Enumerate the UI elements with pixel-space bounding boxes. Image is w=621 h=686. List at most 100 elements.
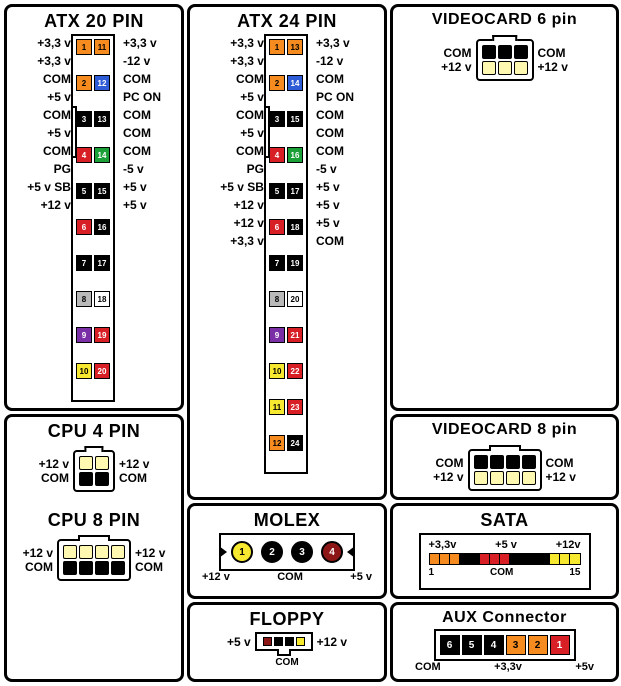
pin-label: +5 v (308, 178, 354, 196)
pin (474, 471, 488, 485)
pin (522, 471, 536, 485)
cpu8-lbl-tl: +12 v (23, 546, 53, 560)
pin: 13 (94, 111, 110, 127)
aux-panel: AUX Connector 654321 +5v +3,3v COM (390, 602, 619, 682)
pin: 2 (269, 75, 285, 91)
pin: 3 (291, 541, 313, 563)
pin (514, 45, 528, 59)
pin (460, 554, 470, 564)
pin: 3 (506, 635, 526, 655)
aux-lbl-1: +3,3v (494, 661, 522, 673)
pin: 17 (287, 183, 303, 199)
pin: 3 (76, 111, 92, 127)
pin-label: COM (27, 70, 71, 88)
cpu8-title: CPU 8 PIN (48, 510, 141, 531)
vga8-connector (468, 449, 542, 491)
pin-label: PC ON (308, 88, 354, 106)
pin (296, 637, 305, 646)
aux-lbl-0: +5v (575, 661, 594, 673)
cpu8-lbl-tr: +12 v (135, 546, 165, 560)
pin-label: COM (308, 106, 354, 124)
pin: 4 (321, 541, 343, 563)
pin-label: COM (27, 142, 71, 160)
pin-label: COM (220, 106, 264, 124)
pin: 5 (269, 183, 285, 199)
pin: 19 (94, 327, 110, 343)
pin-label: +5 v (220, 124, 264, 142)
pin-label: +5 v (115, 196, 161, 214)
pin-label: PG (27, 160, 71, 178)
pin-label: +3,3 v (308, 34, 354, 52)
pin: 12 (269, 435, 285, 451)
pin (510, 554, 520, 564)
floppy-connector (255, 632, 313, 651)
floppy-title: FLOPPY (249, 609, 324, 630)
pin: 7 (76, 255, 92, 271)
pin: 1 (76, 39, 92, 55)
cpu4-title: CPU 4 PIN (48, 421, 141, 442)
pin: 15 (94, 183, 110, 199)
vga8-panel: VIDEOCARD 8 pin COM +12 v COM +12 v (390, 414, 619, 500)
pin (79, 545, 93, 559)
pin (95, 456, 109, 470)
pin-label: COM (308, 70, 354, 88)
pin-label: COM (220, 142, 264, 160)
pin (263, 637, 272, 646)
pin (560, 554, 570, 564)
vga6-lbl-tr: COM (538, 46, 568, 60)
atx24-panel: ATX 24 PIN +3,3 v+3,3 vCOM+5 vCOM+5 vCOM… (187, 4, 387, 500)
pin (450, 554, 460, 564)
molex-connector: 1234 (219, 533, 355, 571)
pin (482, 45, 496, 59)
pin (79, 472, 93, 486)
pin: 5 (462, 635, 482, 655)
pin-label: +3,3 v (27, 52, 71, 70)
sata-title: SATA (480, 510, 528, 531)
pin-label: PC ON (115, 88, 161, 106)
pin: 6 (76, 219, 92, 235)
pin: 23 (287, 399, 303, 415)
pin (550, 554, 560, 564)
pin-label: -5 v (308, 160, 354, 178)
pin (111, 561, 125, 575)
pin-label: COM (115, 106, 161, 124)
pin-label: COM (115, 124, 161, 142)
cpu8-lbl-br: COM (135, 560, 165, 574)
pin: 10 (76, 363, 92, 379)
sata-lbl-1: +5 v (495, 539, 517, 551)
pin-label: COM (308, 124, 354, 142)
pin: 16 (94, 219, 110, 235)
pin: 2 (76, 75, 92, 91)
pin-label: +5 v SB (27, 178, 71, 196)
pin: 5 (76, 183, 92, 199)
pin-label: +5 v (220, 88, 264, 106)
pin-label: +12 v (27, 196, 71, 214)
aux-title: AUX Connector (442, 609, 567, 627)
pin-label: PG (220, 160, 264, 178)
pin-label: +3,3 v (220, 232, 264, 250)
vga6-connector (476, 39, 534, 81)
pin (506, 455, 520, 469)
pin: 12 (94, 75, 110, 91)
vga6-panel: VIDEOCARD 6 pin COM +12 v COM +12 v (390, 4, 619, 411)
pin: 18 (94, 291, 110, 307)
pin: 14 (94, 147, 110, 163)
pin: 11 (269, 399, 285, 415)
pin-label: COM (308, 232, 354, 250)
cpu4-lbl-bl: COM (39, 471, 69, 485)
vga6-lbl-br: +12 v (538, 60, 568, 74)
pin: 1 (269, 39, 285, 55)
pin: 6 (269, 219, 285, 235)
pin (522, 455, 536, 469)
atx20-panel: ATX 20 PIN +3,3 v+3,3 vCOM+5 vCOM+5 vCOM… (4, 4, 184, 411)
pin-label: +5 v SB (220, 178, 264, 196)
pin (498, 45, 512, 59)
pin: 19 (287, 255, 303, 271)
pin (79, 561, 93, 575)
pin (79, 456, 93, 470)
molex-lbl-r: +5 v (350, 571, 372, 583)
pin-label: +3,3 v (220, 34, 264, 52)
pin: 10 (269, 363, 285, 379)
pin (482, 61, 496, 75)
aux-connector: 654321 (434, 629, 576, 661)
